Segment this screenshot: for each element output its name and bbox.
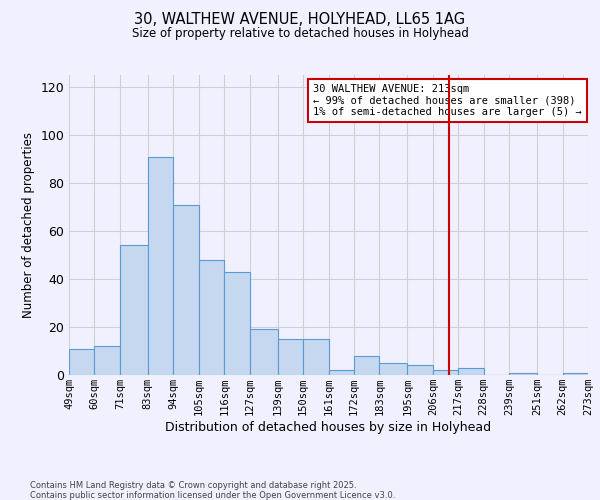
Bar [379, 363, 407, 375]
Bar [94, 346, 120, 375]
Y-axis label: Number of detached properties: Number of detached properties [22, 132, 35, 318]
Bar [250, 330, 278, 375]
Bar [433, 370, 458, 375]
Bar [199, 260, 224, 375]
Bar [563, 372, 588, 375]
Bar [329, 370, 354, 375]
Bar [303, 339, 329, 375]
Bar [120, 246, 148, 375]
Text: Contains HM Land Registry data © Crown copyright and database right 2025.: Contains HM Land Registry data © Crown c… [30, 480, 356, 490]
X-axis label: Distribution of detached houses by size in Holyhead: Distribution of detached houses by size … [166, 421, 491, 434]
Bar [354, 356, 379, 375]
Text: Contains public sector information licensed under the Open Government Licence v3: Contains public sector information licen… [30, 490, 395, 500]
Bar [224, 272, 250, 375]
Bar [148, 156, 173, 375]
Bar [69, 348, 94, 375]
Text: 30 WALTHEW AVENUE: 213sqm
← 99% of detached houses are smaller (398)
1% of semi-: 30 WALTHEW AVENUE: 213sqm ← 99% of detac… [313, 84, 581, 117]
Bar [173, 204, 199, 375]
Bar [458, 368, 484, 375]
Bar [407, 366, 433, 375]
Bar [509, 372, 537, 375]
Text: 30, WALTHEW AVENUE, HOLYHEAD, LL65 1AG: 30, WALTHEW AVENUE, HOLYHEAD, LL65 1AG [134, 12, 466, 28]
Text: Size of property relative to detached houses in Holyhead: Size of property relative to detached ho… [131, 28, 469, 40]
Bar [278, 339, 303, 375]
